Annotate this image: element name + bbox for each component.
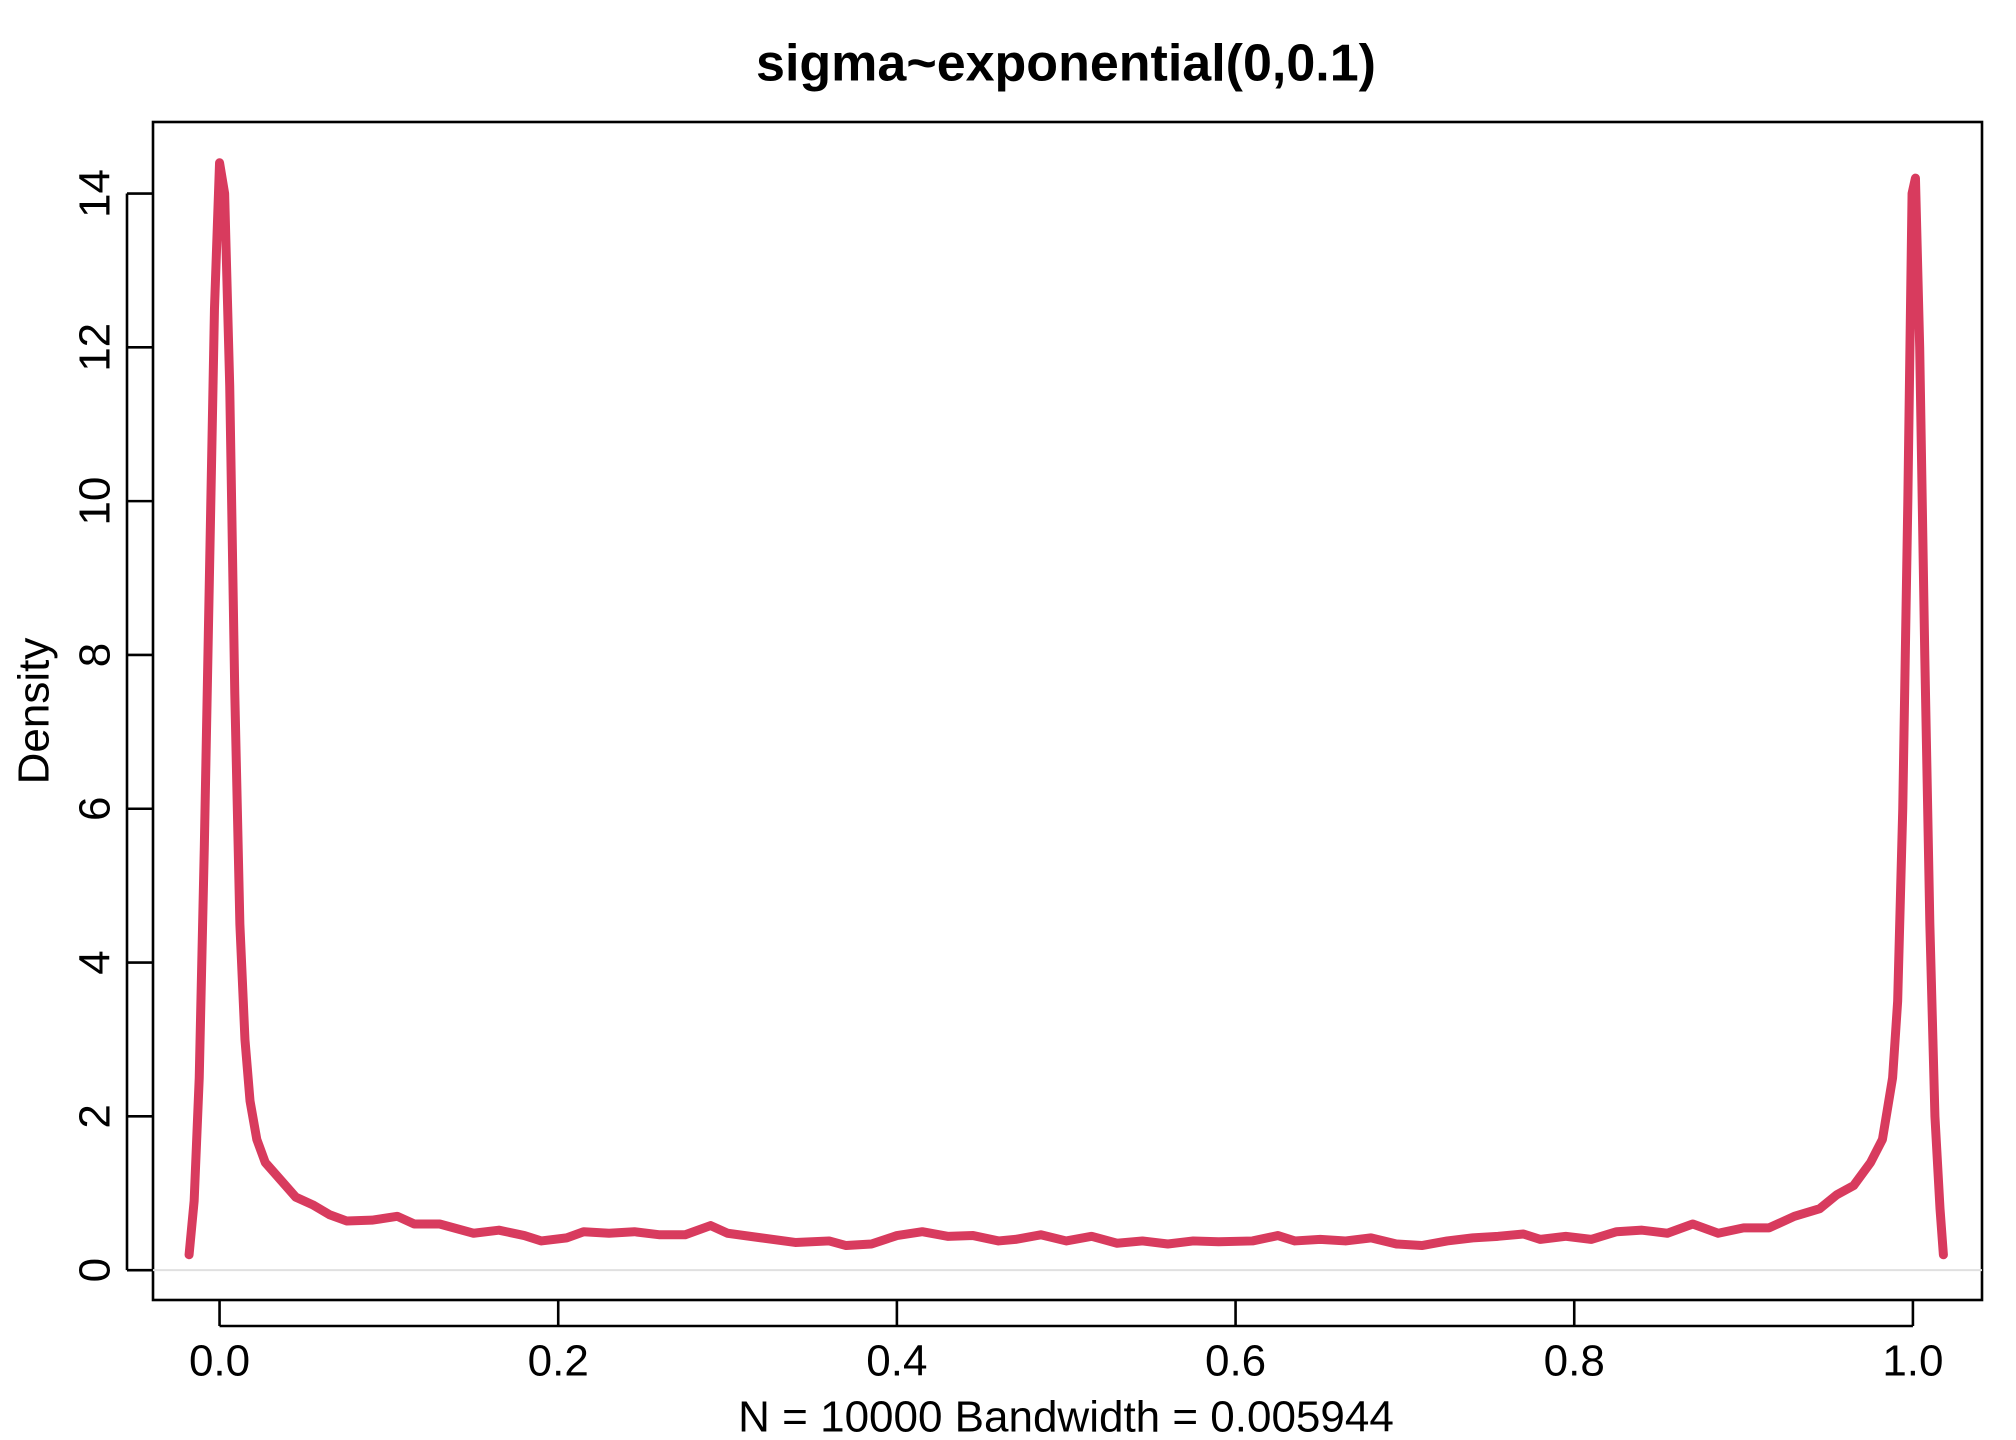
density-line (184, 158, 1948, 1260)
x-tick-label: 0.2 (528, 1337, 589, 1386)
x-tick-label: 0.6 (1205, 1337, 1266, 1386)
y-tick-label: 0 (71, 1258, 120, 1282)
x-tick-label: 0.0 (189, 1337, 250, 1386)
x-tick-label: 0.4 (866, 1337, 927, 1386)
y-tick-label: 14 (71, 169, 120, 218)
y-tick-label: 10 (71, 477, 120, 526)
x-tick-label: 0.8 (1544, 1337, 1605, 1386)
x-axis-label: N = 10000 Bandwidth = 0.005944 (738, 1393, 1394, 1440)
chart-title: sigma~exponential(0,0.1) (756, 35, 1376, 93)
plot-frame (151, 120, 1984, 1302)
y-tick-label: 12 (71, 323, 120, 372)
y-axis-label: Density (10, 638, 59, 785)
x-tick-label: 1.0 (1882, 1337, 1943, 1386)
y-tick-label: 6 (71, 797, 120, 821)
y-tick-label: 4 (71, 950, 120, 974)
y-tick-label: 8 (71, 643, 120, 667)
y-tick-label: 2 (71, 1104, 120, 1128)
